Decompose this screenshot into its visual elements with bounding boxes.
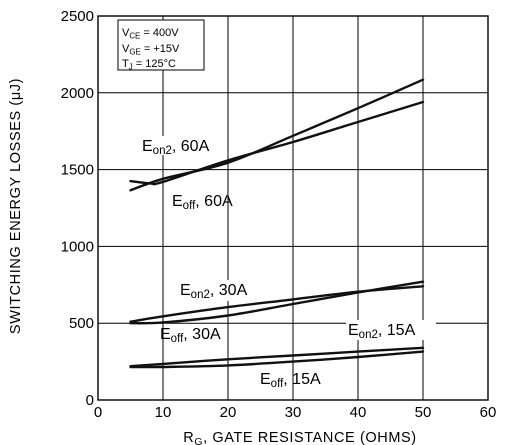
series-label-eon2-30a: Eon2, 30A [180,282,248,301]
x-tick-label: 0 [94,404,102,421]
grid [98,16,488,400]
y-tick-label: 500 [69,315,94,332]
y-tick-label: 2000 [61,85,94,102]
series-line-eoff-15a [129,350,425,369]
x-tick-label: 20 [220,404,237,421]
series-label-eon2-15a: Eon2, 15A [348,322,416,341]
plot-frame [97,15,489,401]
series-lines [129,78,425,369]
series-label-eoff-15a: Eoff, 15A [260,371,321,390]
conditions-box: VCE = 400V VGE = +15V TJ = 125°C [117,19,205,72]
x-tick-label: 30 [285,404,302,421]
x-tick-label: 40 [350,404,367,421]
series-labels: Eon2, 60A Eoff, 60A Eon2, 30A Eoff, 30A … [141,136,436,390]
series-line-eoff-60a [129,100,425,186]
series-line-eon2-15a [129,346,425,368]
series-line-eoff-30a [129,280,425,325]
x-tick-label: 60 [480,404,497,421]
series-label-eoff-60a: Eoff, 60A [172,193,233,212]
series-label-eoff-30a: Eoff, 30A [160,326,221,345]
label-bg-eon2-15a [346,320,436,340]
condition-tj: TJ = 125°C [122,58,176,72]
y-tick-label: 1000 [61,238,94,255]
x-axis-title: RG, GATE RESISTANCE (OHMS) [183,430,416,445]
x-tick-label: 10 [155,404,172,421]
series-label-eon2-60a: Eon2, 60A [142,138,210,157]
x-tick-labels: 0 10 20 30 40 50 60 [94,404,497,421]
label-bg-eon2-30a [178,280,266,301]
y-tick-label: 2500 [61,8,94,25]
condition-vce: VCE = 400V [122,27,179,41]
condition-vge: VGE = +15V [122,43,180,57]
conditions-box-frame [117,19,205,71]
y-tick-labels: 0 500 1000 1500 2000 2500 [61,8,94,409]
label-bg-eon2-60a [141,136,209,155]
y-tick-label: 0 [86,392,94,409]
y-tick-label: 1500 [61,162,94,179]
y-axis-title: SWITCHING ENERGY LOSSES (μJ) [8,78,24,334]
series-line-eon2-60a [129,78,425,192]
x-tick-label: 50 [415,404,432,421]
series-line-eon2-30a [129,285,425,323]
